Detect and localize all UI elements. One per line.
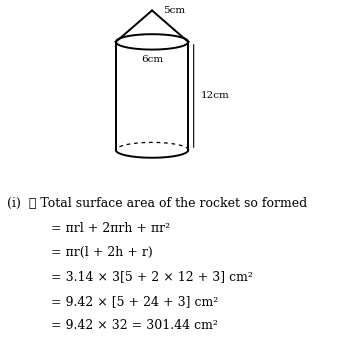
Text: = πrl + 2πrh + πr²: = πrl + 2πrh + πr² — [51, 222, 170, 235]
Text: 5cm: 5cm — [163, 6, 185, 15]
Text: = 3.14 × 3[5 + 2 × 12 + 3] cm²: = 3.14 × 3[5 + 2 × 12 + 3] cm² — [51, 270, 253, 283]
Text: 6cm: 6cm — [141, 55, 163, 64]
Text: = 9.42 × [5 + 24 + 3] cm²: = 9.42 × [5 + 24 + 3] cm² — [51, 295, 218, 308]
Text: = 9.42 × 32 = 301.44 cm²: = 9.42 × 32 = 301.44 cm² — [51, 319, 218, 332]
Text: (i)  ∴ Total surface area of the rocket so formed: (i) ∴ Total surface area of the rocket s… — [7, 197, 307, 210]
Text: = πr(l + 2h + r): = πr(l + 2h + r) — [51, 246, 152, 259]
Text: 12cm: 12cm — [201, 91, 230, 101]
